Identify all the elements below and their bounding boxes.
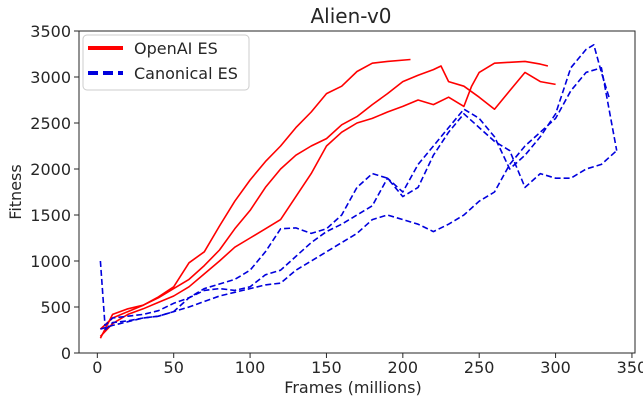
series-line-canonical-es-run-3 [104,113,618,331]
legend-label-openai-es: OpenAI ES [134,39,218,58]
y-tick-label: 500 [40,298,71,317]
x-tick-label: 50 [164,358,184,377]
x-tick-label: 200 [388,358,419,377]
x-tick-label: 250 [464,358,495,377]
legend-box [82,34,250,91]
x-axis: 0 50 100 150 200 250 300 350 [92,353,643,377]
series-line-openai-es-run-3 [99,60,549,337]
y-tick-label: 2500 [30,114,71,133]
x-tick-label: 150 [311,358,342,377]
x-tick-label: 100 [235,358,266,377]
y-axis: 0 500 1000 1500 2000 2500 3000 3500 [30,22,79,363]
y-axis-label: Fitness [6,164,25,219]
y-tick-label: 0 [61,344,71,363]
x-tick-label: 300 [540,358,571,377]
series-line-openai-es-run-2 [99,65,556,330]
y-tick-label: 3500 [30,22,71,41]
series-line-openai-es-run-1 [99,58,411,339]
y-tick-label: 3000 [30,68,71,87]
x-tick-label: 350 [617,358,643,377]
x-tick-label: 0 [92,358,102,377]
series-line-canonical-es-run-2 [100,67,618,330]
chart-title: Alien-v0 [310,4,391,28]
plot-area [99,43,618,339]
y-tick-label: 2000 [30,160,71,179]
legend-label-canonical-es: Canonical ES [134,64,238,83]
plot-frame [78,30,636,354]
legend: OpenAI ES Canonical ES [82,34,250,91]
y-tick-label: 1000 [30,252,71,271]
y-tick-label: 1500 [30,206,71,225]
series-line-canonical-es-run-1 [99,43,610,327]
x-axis-label: Frames (millions) [284,378,421,397]
